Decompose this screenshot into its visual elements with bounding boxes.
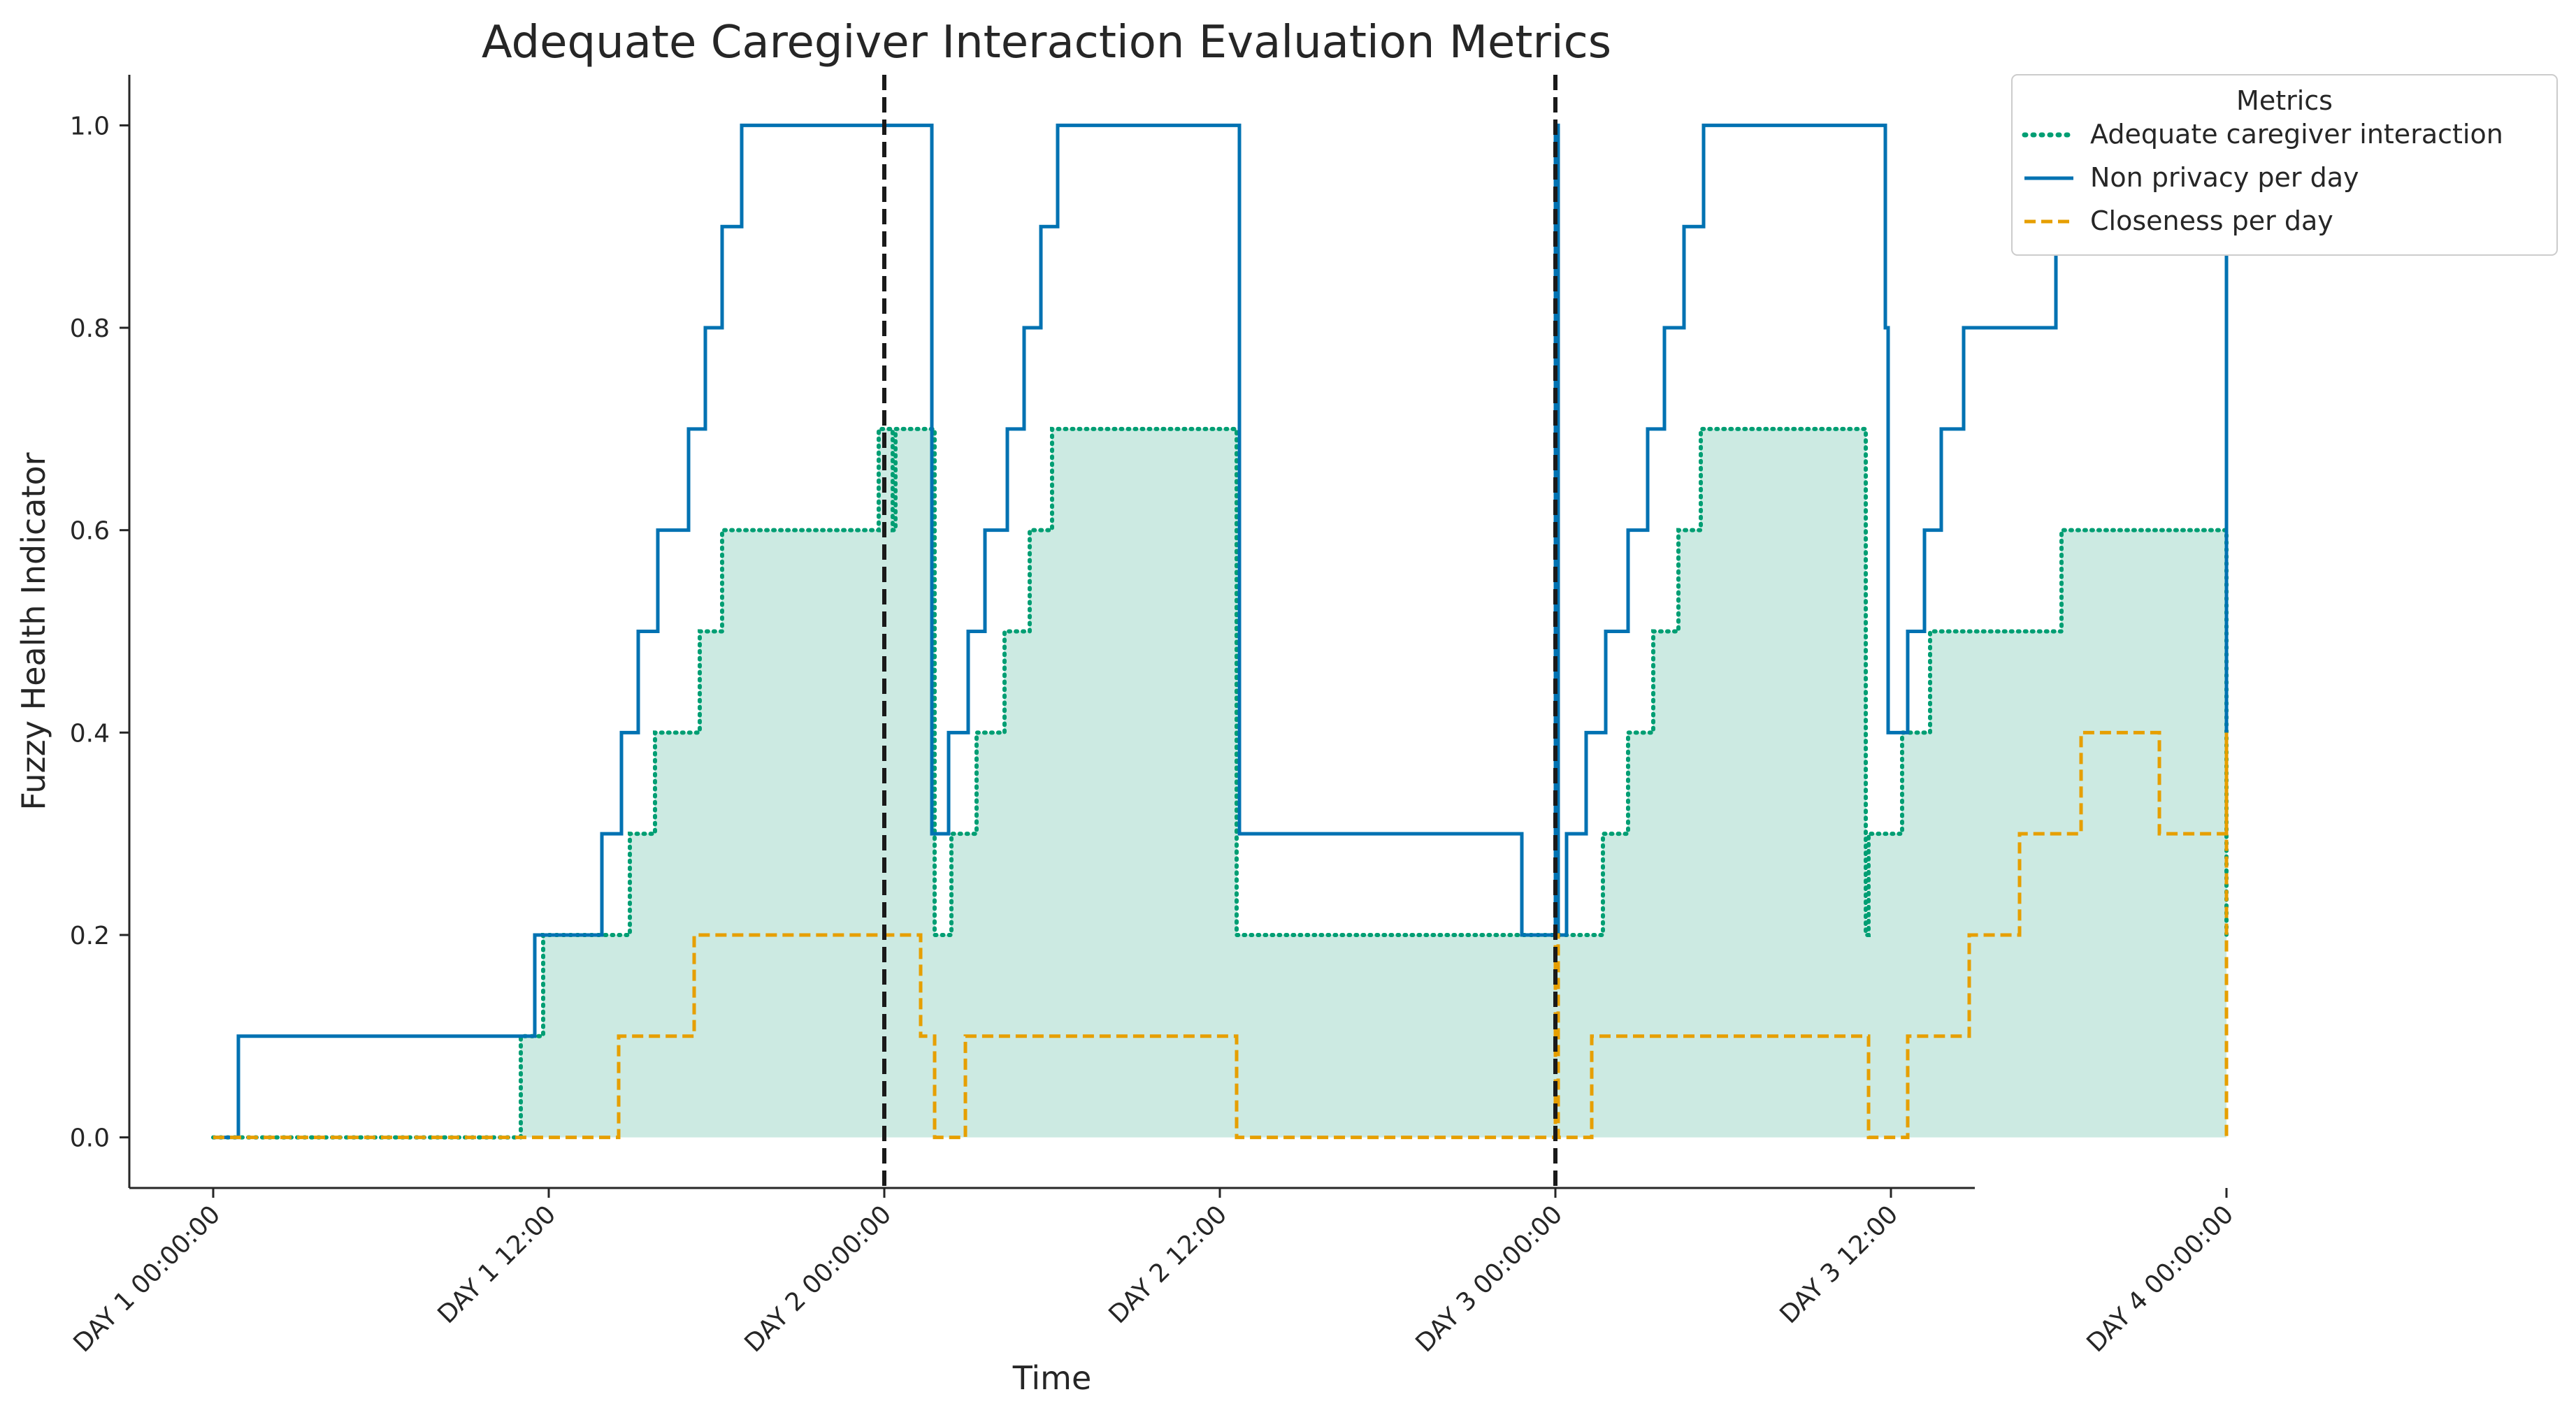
chart-title: Adequate Caregiver Interaction Evaluatio… bbox=[482, 17, 1611, 68]
x-tick-label-6: DAY 4 00:00:00 bbox=[2082, 1200, 2240, 1358]
x-axis-label: Time bbox=[1012, 1359, 1092, 1397]
y-tick-label-5: 1.0 bbox=[70, 112, 110, 140]
legend: Metrics Adequate caregiver interaction No… bbox=[2011, 74, 2558, 256]
y-tick-label-1: 0.2 bbox=[70, 922, 110, 950]
y-tick-label-4: 0.8 bbox=[70, 314, 110, 343]
series-line-1 bbox=[213, 123, 2229, 1140]
x-tick-label-3: DAY 2 12:00 bbox=[1103, 1200, 1232, 1329]
legend-label-1: Non privacy per day bbox=[2090, 162, 2359, 193]
legend-label-0: Adequate caregiver interaction bbox=[2090, 119, 2503, 150]
series-fill-0 bbox=[213, 428, 2226, 1138]
x-tick-label-4: DAY 3 00:00:00 bbox=[1411, 1200, 1569, 1358]
x-tick-label-0: DAY 1 00:00:00 bbox=[69, 1200, 226, 1358]
legend-frame bbox=[2011, 74, 2558, 256]
y-tick-label-0: 0.0 bbox=[70, 1124, 110, 1153]
legend-title: Metrics bbox=[2236, 85, 2333, 116]
plot-area bbox=[211, 123, 2229, 1140]
x-tick-label-2: DAY 2 00:00:00 bbox=[740, 1200, 898, 1358]
y-tick-label-3: 0.6 bbox=[70, 517, 110, 546]
x-tick-label-5: DAY 3 12:00 bbox=[1774, 1200, 1904, 1329]
series-line-2 bbox=[213, 730, 2229, 1140]
x-tick-label-1: DAY 1 12:00 bbox=[432, 1200, 561, 1329]
y-tick-label-2: 0.4 bbox=[70, 719, 110, 748]
y-axis-label: Fuzzy Health Indicator bbox=[15, 452, 52, 810]
series-line-0 bbox=[211, 426, 2229, 1140]
legend-label-2: Closeness per day bbox=[2090, 205, 2333, 236]
